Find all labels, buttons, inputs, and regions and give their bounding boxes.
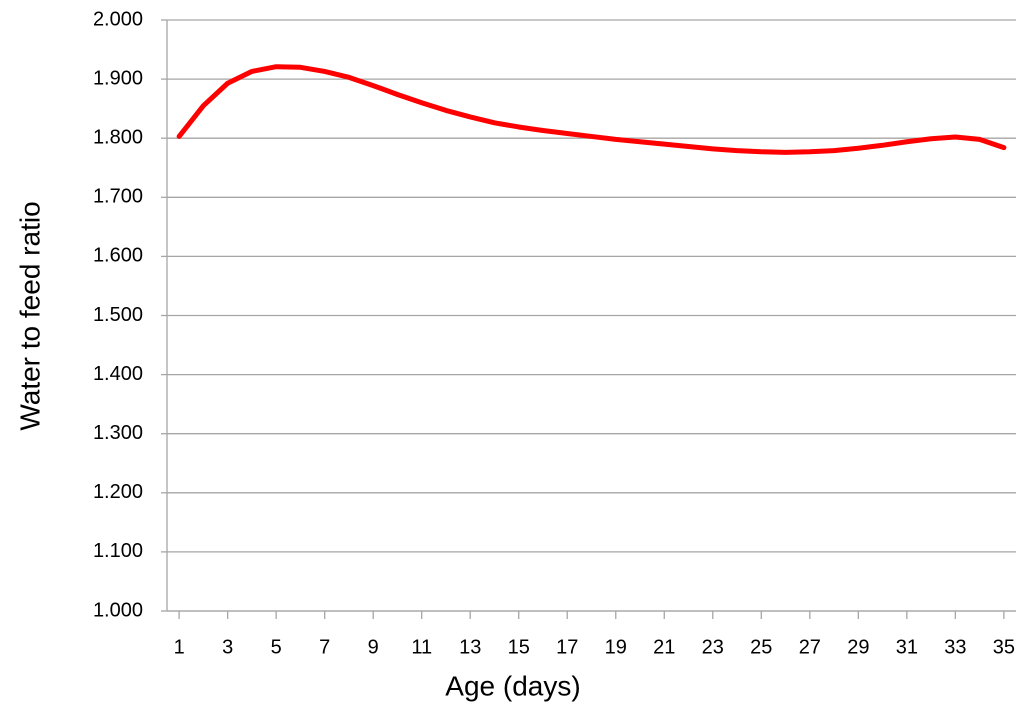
x-tick-label: 25 — [750, 636, 772, 658]
y-tick-label: 1.900 — [93, 67, 143, 89]
x-tick-label: 23 — [702, 636, 724, 658]
x-tick-label: 5 — [271, 636, 282, 658]
x-tick-label: 35 — [993, 636, 1015, 658]
y-axis-title: Water to feed ratio — [14, 201, 45, 430]
x-tick-label: 15 — [508, 636, 530, 658]
x-tick-label: 29 — [847, 636, 869, 658]
y-tick-label: 2.000 — [93, 8, 143, 30]
x-tick-label: 33 — [944, 636, 966, 658]
x-axis-title: Age (days) — [445, 670, 580, 701]
x-tick-label: 1 — [174, 636, 185, 658]
y-tick-label: 1.000 — [93, 599, 143, 621]
y-tick-label: 1.600 — [93, 245, 143, 267]
x-tick-label: 7 — [319, 636, 330, 658]
x-tick-label: 13 — [459, 636, 481, 658]
y-tick-label: 1.500 — [93, 304, 143, 326]
y-tick-label: 1.700 — [93, 186, 143, 208]
y-tick-label: 1.300 — [93, 422, 143, 444]
x-tick-label: 19 — [605, 636, 627, 658]
x-tick-label: 31 — [896, 636, 918, 658]
y-tick-label: 1.100 — [93, 540, 143, 562]
y-tick-label: 1.200 — [93, 481, 143, 503]
x-tick-label: 27 — [799, 636, 821, 658]
y-tick-label: 1.400 — [93, 363, 143, 385]
x-tick-label: 17 — [556, 636, 578, 658]
data-line — [176, 64, 1007, 155]
x-tick-label: 9 — [368, 636, 379, 658]
x-tick-label: 11 — [411, 636, 432, 658]
y-tick-label: 1.800 — [93, 126, 143, 148]
x-tick-label: 3 — [222, 636, 233, 658]
x-tick-label: 21 — [653, 636, 675, 658]
